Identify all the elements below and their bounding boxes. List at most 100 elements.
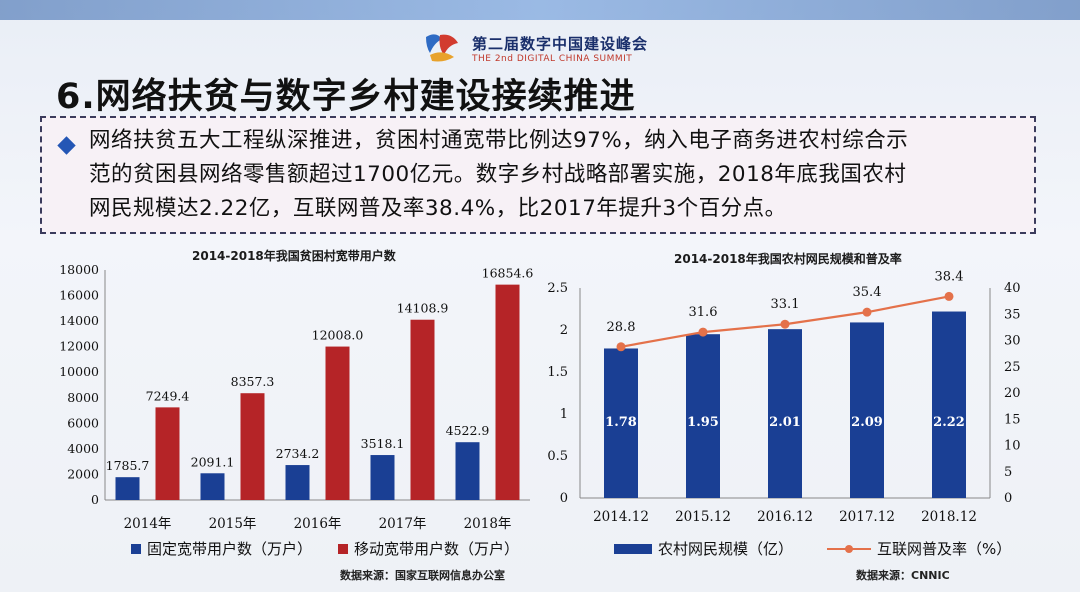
callout-line: 范的贫困县网络零售额超过1700亿元。数字乡村战略部署实施，2018年底我国农村 xyxy=(89,162,907,187)
chart2-rate-point xyxy=(616,342,626,352)
chart1-data-label-mobile: 8357.3 xyxy=(231,374,275,389)
chart2-data-label-rural: 2.09 xyxy=(851,415,883,430)
chart1-y-tick-label: 8000 xyxy=(67,390,99,405)
chart1-x-tick-label: 2018年 xyxy=(464,516,512,532)
summit-header: 第二届数字中国建设峰会 THE 2nd DIGITAL CHINA SUMMIT xyxy=(420,28,648,68)
chart1-data-label-fixed: 2091.1 xyxy=(191,454,235,469)
chart1-y-tick-label: 0 xyxy=(91,492,99,507)
callout-text: 网络扶贫五大工程纵深推进，贫困村通宽带比例达97%，纳入电子商务进农村综合示 范… xyxy=(89,124,908,226)
legend-label-fixed: 固定宽带用户数（万户） xyxy=(147,540,313,558)
chart1-data-label-mobile: 16854.6 xyxy=(482,266,534,281)
summit-name-cn: 第二届数字中国建设峰会 xyxy=(472,34,649,53)
chart1-legend: 固定宽带用户数（万户） 移动宽带用户数（万户） xyxy=(131,538,519,559)
chart2-legend: 农村网民规模（亿） 互联网普及率（%） xyxy=(614,538,1011,559)
chart1-data-label-fixed: 1785.7 xyxy=(106,458,150,473)
chart1-x-tick-label: 2015年 xyxy=(209,516,257,532)
chart1-y-tick-label: 14000 xyxy=(59,313,99,328)
chart1-bar-fixed xyxy=(285,465,310,500)
chart2-bar-rural xyxy=(850,322,884,498)
chart2-source: 数据来源：CNNIC xyxy=(856,569,950,582)
chart2-right-tick-label: 40 xyxy=(1004,281,1021,296)
chart1-data-label-mobile: 14108.9 xyxy=(397,301,449,316)
chart1-data-label-mobile: 12008.0 xyxy=(312,328,364,343)
chart2-title: 2014-2018年我国农村网民规模和普及率 xyxy=(674,252,902,266)
legend-swatch-rural xyxy=(614,543,652,554)
legend-label-rural: 农村网民规模（亿） xyxy=(658,540,794,558)
chart1-bar-mobile xyxy=(410,319,435,500)
chart1-source: 数据来源：国家互联网信息办公室 xyxy=(340,569,505,582)
chart1-data-label-fixed: 2734.2 xyxy=(276,446,320,461)
chart1-y-tick-label: 2000 xyxy=(67,466,99,481)
chart1-bar-mobile xyxy=(495,284,520,500)
legend-label-mobile: 移动宽带用户数（万户） xyxy=(354,540,520,558)
chart2-left-tick-label: 1.5 xyxy=(547,365,568,380)
chart2-right-tick-label: 10 xyxy=(1004,439,1021,454)
chart1-bar-mobile xyxy=(240,393,265,500)
chart2-left-tick-label: 2.5 xyxy=(547,281,568,296)
chart2-data-label-rate: 35.4 xyxy=(853,285,882,300)
callout-box: 网络扶贫五大工程纵深推进，贫困村通宽带比例达97%，纳入电子商务进农村综合示 范… xyxy=(40,116,1036,234)
chart2-right-tick-label: 25 xyxy=(1004,360,1021,375)
legend-label-rate: 互联网普及率（%） xyxy=(877,540,1012,558)
chart2-data-label-rural: 2.01 xyxy=(769,415,801,430)
chart1-x-tick-label: 2017年 xyxy=(379,516,427,532)
chart2-data-label-rural: 1.95 xyxy=(687,415,719,430)
top-band xyxy=(0,0,1080,20)
chart2-right-tick-label: 0 xyxy=(1004,491,1012,506)
chart2-right-tick-label: 15 xyxy=(1004,412,1021,427)
chart2-data-label-rate: 33.1 xyxy=(771,297,800,312)
chart2-left-tick-label: 0.5 xyxy=(547,449,568,464)
chart2-bar-rural xyxy=(686,334,720,498)
chart2-rate-point xyxy=(780,319,790,329)
diamond-bullet-icon xyxy=(57,136,76,155)
chart2-right-tick-label: 30 xyxy=(1004,334,1021,349)
chart1-bar-mobile xyxy=(325,346,350,500)
summit-name-en: THE 2nd DIGITAL CHINA SUMMIT xyxy=(472,53,633,64)
chart2-data-label-rate: 31.6 xyxy=(689,305,718,320)
chart1-bar-fixed xyxy=(200,473,225,500)
chart2-x-tick-label: 2014.12 xyxy=(593,509,649,525)
chart1-bar-mobile xyxy=(155,407,180,500)
chart1-y-tick-label: 16000 xyxy=(59,288,99,303)
chart1-title: 2014-2018年我国贫困村宽带用户数 xyxy=(192,249,396,263)
chart2-x-tick-label: 2017.12 xyxy=(839,509,895,525)
callout-line: 网络扶贫五大工程纵深推进，贫困村通宽带比例达97%，纳入电子商务进农村综合示 xyxy=(89,128,909,153)
chart2-rate-point xyxy=(944,291,954,301)
chart2-x-tick-label: 2018.12 xyxy=(921,509,977,525)
summit-logo-icon xyxy=(426,34,458,62)
chart1-broadband-users: 0 2000 4000 6000 8000 10000 12000 14000 16000 180… xyxy=(59,262,534,532)
chart2-x-tick-label: 2015.12 xyxy=(675,509,731,525)
chart1-y-tick-label: 10000 xyxy=(59,364,99,379)
chart2-bar-rural xyxy=(932,311,966,498)
chart2-data-label-rate: 28.8 xyxy=(607,320,636,335)
chart1-y-tick-label: 6000 xyxy=(67,415,99,430)
chart2-left-tick-label: 1 xyxy=(560,407,568,422)
chart2-right-tick-label: 35 xyxy=(1004,307,1021,322)
legend-line-rate-icon xyxy=(827,544,872,553)
chart2-left-tick-label: 2 xyxy=(560,323,568,338)
callout-line: 网民规模达2.22亿，互联网普及率38.4%，比2017年提升3个百分点。 xyxy=(89,196,787,221)
chart2-rural-netizens: 0 0.5 1 1.5 2 2.5 0 5 10 15 20 25 30 35 40 2014.12 1.78 2… xyxy=(547,270,1021,525)
chart2-bar-rural xyxy=(768,329,802,498)
chart2-data-label-rural: 1.78 xyxy=(605,415,637,430)
chart2-data-label-rural: 2.22 xyxy=(933,415,965,430)
chart2-left-tick-label: 0 xyxy=(560,491,568,506)
chart2-x-tick-label: 2016.12 xyxy=(757,509,813,525)
chart1-y-tick-label: 18000 xyxy=(59,262,99,277)
chart2-right-tick-label: 5 xyxy=(1004,465,1012,480)
chart2-data-label-rate: 38.4 xyxy=(935,270,964,284)
chart1-bar-fixed xyxy=(115,477,140,500)
chart1-x-tick-label: 2016年 xyxy=(294,516,342,532)
chart2-rate-point xyxy=(698,327,708,337)
chart1-bar-fixed xyxy=(370,455,395,500)
legend-swatch-fixed xyxy=(131,543,141,554)
chart1-bar-fixed xyxy=(455,442,480,500)
chart1-data-label-fixed: 4522.9 xyxy=(446,423,490,438)
chart2-bar-rural xyxy=(604,348,638,498)
chart2-rate-point xyxy=(862,307,872,317)
chart1-data-label-mobile: 7249.4 xyxy=(146,388,190,403)
chart1-y-tick-label: 12000 xyxy=(59,339,99,354)
slide-title: 6.网络扶贫与数字乡村建设接续推进 xyxy=(56,77,636,117)
chart2-right-tick-label: 20 xyxy=(1004,386,1021,401)
chart1-y-tick-label: 4000 xyxy=(67,441,99,456)
